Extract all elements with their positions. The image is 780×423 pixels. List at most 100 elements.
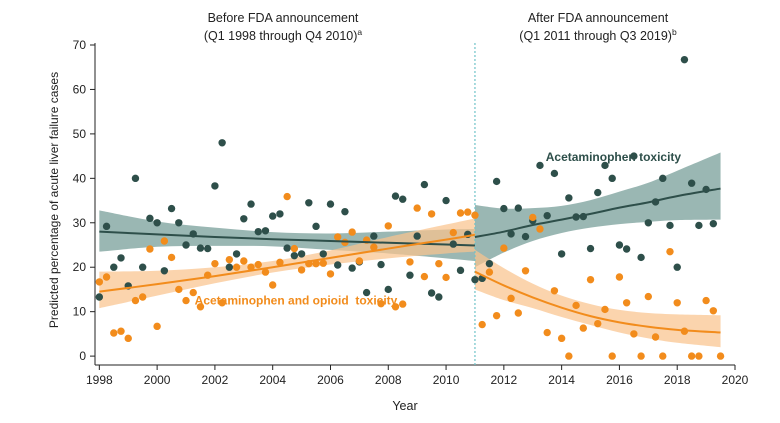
point-acetaminophen-and-opioid-toxicity	[608, 352, 616, 360]
point-acetaminophen-toxicity	[543, 211, 551, 220]
point-acetaminophen-toxicity	[232, 250, 241, 258]
point-acetaminophen-toxicity	[601, 161, 609, 170]
point-acetaminophen-toxicity	[305, 199, 313, 207]
point-acetaminophen-toxicity	[247, 200, 255, 208]
point-acetaminophen-toxicity	[427, 289, 436, 297]
point-acetaminophen-toxicity	[326, 200, 335, 208]
point-acetaminophen-and-opioid-toxicity	[673, 299, 681, 307]
point-acetaminophen-and-opioid-toxicity	[131, 296, 140, 305]
point-acetaminophen-and-opioid-toxicity	[261, 268, 270, 276]
point-acetaminophen-toxicity	[268, 212, 277, 220]
fit-line-acetaminophen-and-opioid-toxicity-before	[99, 233, 476, 293]
confidence-band-acetaminophen-and-opioid-toxicity-after	[474, 249, 721, 348]
point-acetaminophen-and-opioid-toxicity	[521, 267, 530, 275]
point-acetaminophen-and-opioid-toxicity	[702, 296, 710, 305]
point-acetaminophen-and-opioid-toxicity	[529, 213, 537, 222]
point-acetaminophen-toxicity	[709, 219, 718, 228]
point-acetaminophen-toxicity	[218, 139, 226, 147]
point-acetaminophen-and-opioid-toxicity	[124, 334, 132, 343]
point-acetaminophen-and-opioid-toxicity	[651, 333, 660, 341]
point-acetaminophen-toxicity	[492, 177, 501, 186]
point-acetaminophen-toxicity	[644, 219, 653, 227]
x-axis-label: Year	[392, 399, 417, 413]
point-acetaminophen-toxicity	[283, 244, 291, 252]
point-acetaminophen-toxicity	[138, 263, 147, 271]
y-tick-label: 40	[73, 171, 87, 185]
point-acetaminophen-and-opioid-toxicity	[399, 300, 407, 308]
point-acetaminophen-toxicity	[435, 293, 443, 301]
point-acetaminophen-and-opioid-toxicity	[644, 292, 653, 301]
point-acetaminophen-and-opioid-toxicity	[579, 324, 588, 332]
x-tick-label: 2014	[548, 373, 575, 387]
period-label-after-line1: After FDA announcement	[528, 11, 669, 25]
point-acetaminophen-toxicity	[594, 188, 602, 197]
point-acetaminophen-and-opioid-toxicity	[211, 259, 219, 268]
point-acetaminophen-toxicity	[521, 232, 530, 241]
point-acetaminophen-toxicity	[290, 251, 299, 260]
point-acetaminophen-and-opioid-toxicity	[565, 352, 573, 360]
point-acetaminophen-and-opioid-toxicity	[695, 352, 703, 360]
point-acetaminophen-and-opioid-toxicity	[536, 225, 544, 233]
point-acetaminophen-toxicity	[695, 221, 703, 230]
point-acetaminophen-and-opioid-toxicity	[622, 299, 631, 307]
point-acetaminophen-toxicity	[297, 250, 306, 258]
point-acetaminophen-toxicity	[550, 169, 559, 178]
point-acetaminophen-toxicity	[254, 227, 262, 236]
point-acetaminophen-and-opioid-toxicity	[95, 278, 104, 286]
point-acetaminophen-toxicity	[167, 204, 176, 213]
point-acetaminophen-and-opioid-toxicity	[377, 299, 385, 308]
point-acetaminophen-toxicity	[442, 196, 450, 205]
point-acetaminophen-and-opioid-toxicity	[442, 273, 450, 282]
x-tick-label: 2004	[259, 373, 286, 387]
point-acetaminophen-toxicity	[391, 192, 400, 200]
point-acetaminophen-toxicity	[102, 222, 111, 231]
point-acetaminophen-toxicity	[319, 250, 327, 258]
point-acetaminophen-toxicity	[117, 254, 125, 262]
x-tick-label: 1998	[86, 373, 113, 387]
point-acetaminophen-toxicity	[153, 219, 161, 227]
point-acetaminophen-and-opioid-toxicity	[637, 352, 645, 360]
point-acetaminophen-and-opioid-toxicity	[348, 228, 356, 236]
point-acetaminophen-toxicity	[687, 179, 696, 187]
y-tick-label: 0	[79, 349, 86, 363]
point-acetaminophen-and-opioid-toxicity	[370, 243, 378, 251]
point-acetaminophen-toxicity	[471, 275, 479, 284]
point-acetaminophen-and-opioid-toxicity	[464, 208, 472, 216]
point-acetaminophen-toxicity	[659, 174, 667, 183]
point-acetaminophen-toxicity	[536, 161, 544, 170]
point-acetaminophen-and-opioid-toxicity	[117, 327, 125, 335]
annotation-acetaminophen-opioid-toxicity: Acetaminophen and opioid toxicity	[195, 294, 398, 308]
point-acetaminophen-and-opioid-toxicity	[485, 268, 494, 276]
point-acetaminophen-toxicity	[565, 194, 573, 202]
point-acetaminophen-and-opioid-toxicity	[601, 305, 609, 314]
point-acetaminophen-toxicity	[456, 266, 465, 275]
fit-line-acetaminophen-and-opioid-toxicity-after	[474, 270, 721, 334]
point-acetaminophen-and-opioid-toxicity	[391, 303, 400, 311]
point-acetaminophen-toxicity	[399, 195, 407, 203]
point-acetaminophen-toxicity	[225, 263, 234, 271]
x-tick-label: 2002	[202, 373, 229, 387]
annotation-acetaminophen-toxicity: Acetaminophen toxicity	[546, 150, 682, 164]
point-acetaminophen-toxicity	[615, 241, 624, 249]
point-acetaminophen-and-opioid-toxicity	[182, 296, 190, 305]
y-axis-label: Predicted percentage of acute liver fail…	[47, 72, 61, 328]
point-acetaminophen-and-opioid-toxicity	[543, 328, 551, 337]
x-tick-label: 2018	[664, 373, 691, 387]
point-acetaminophen-and-opioid-toxicity	[160, 237, 169, 245]
point-acetaminophen-and-opioid-toxicity	[240, 257, 248, 265]
point-acetaminophen-and-opioid-toxicity	[514, 309, 522, 317]
point-acetaminophen-and-opioid-toxicity	[196, 303, 205, 311]
point-acetaminophen-toxicity	[406, 271, 414, 279]
point-acetaminophen-and-opioid-toxicity	[138, 293, 147, 301]
point-acetaminophen-toxicity	[680, 55, 689, 64]
y-tick-label: 50	[73, 127, 87, 141]
x-tick-label: 2020	[722, 373, 749, 387]
point-acetaminophen-and-opioid-toxicity	[312, 259, 320, 268]
point-acetaminophen-toxicity	[211, 182, 219, 190]
point-acetaminophen-toxicity	[485, 259, 494, 268]
point-acetaminophen-and-opioid-toxicity	[630, 330, 638, 338]
point-acetaminophen-and-opioid-toxicity	[449, 228, 457, 237]
point-acetaminophen-and-opioid-toxicity	[218, 299, 226, 307]
point-acetaminophen-and-opioid-toxicity	[254, 260, 262, 269]
